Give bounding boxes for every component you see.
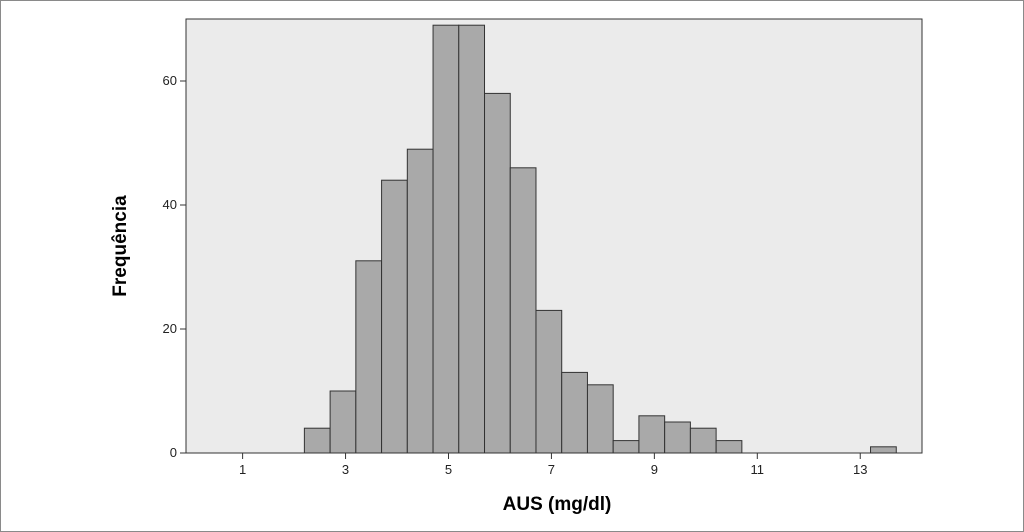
x-tick-label: 11 (751, 462, 765, 477)
y-tick-label: 40 (163, 197, 177, 212)
bars-group (303, 24, 897, 454)
x-tick-label: 9 (651, 462, 658, 477)
x-tick-label: 5 (445, 462, 452, 477)
histogram-bar (535, 309, 563, 454)
y-tick-label: 0 (170, 445, 177, 460)
histogram-bar (715, 440, 743, 454)
x-axis: 1 3 5 7 9 11 13 (239, 453, 867, 477)
x-tick-label: 1 (239, 462, 246, 477)
x-tick-label: 13 (853, 462, 867, 477)
histogram-bar (561, 371, 588, 454)
histogram-bar (612, 440, 640, 454)
x-tick-label: 3 (342, 462, 349, 477)
histogram-bar (381, 179, 408, 454)
histogram-bar (586, 384, 614, 454)
y-tick-label: 20 (163, 321, 177, 336)
y-tick-label: 60 (163, 73, 177, 88)
x-tick-label: 7 (548, 462, 555, 477)
histogram-bar (484, 92, 511, 454)
histogram-bar (329, 390, 357, 454)
histogram-bar (355, 260, 383, 454)
histogram-bar (509, 167, 537, 454)
histogram-bar (458, 24, 486, 454)
histogram-bar (638, 415, 666, 454)
y-axis: 0 20 40 60 (163, 73, 186, 460)
y-axis-title: Frequência (110, 195, 131, 297)
histogram-bar (870, 446, 897, 454)
histogram-bar (664, 421, 691, 454)
histogram-bar (432, 24, 460, 454)
x-axis-title: AUS (mg/dl) (503, 494, 612, 515)
histogram-bar (689, 427, 717, 454)
histogram-bar (303, 427, 331, 454)
histogram-bar (406, 148, 434, 454)
